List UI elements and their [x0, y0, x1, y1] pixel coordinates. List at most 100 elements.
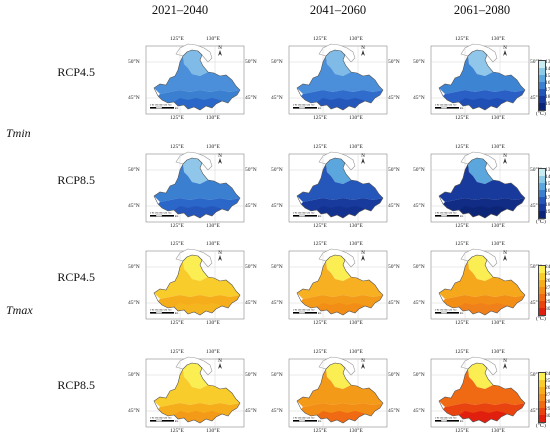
scale-labels: 0 90 180 360 540 720 — [293, 418, 315, 420]
colorbar-label: 15 — [545, 181, 550, 187]
lon-tick-top-125: 125°E — [313, 36, 327, 42]
lat-tick-left-50: 50°N — [271, 167, 283, 173]
scale-bar-segment — [440, 311, 448, 314]
lat-tick-right-50: 50°N — [388, 264, 400, 270]
scale-unit: km — [318, 420, 321, 423]
scale-labels: 0 90 180 360 540 720 — [150, 213, 172, 215]
lat-tick-right-50: 50°N — [245, 372, 257, 378]
value-zone — [326, 158, 351, 184]
lon-tick-bottom-130: 130°E — [206, 428, 220, 434]
value-zone — [154, 56, 240, 94]
colorbar-tmin-row2 — [538, 168, 546, 219]
lon-tick-bottom-125: 125°E — [455, 320, 469, 326]
north-arrow-icon — [361, 363, 365, 369]
scale-unit: km — [318, 107, 321, 110]
value-zone — [183, 255, 208, 281]
colorbar-labels-tmax: 24 25 26 27 28 29 30 — [545, 264, 550, 313]
lat-tick-right-50: 50°N — [388, 59, 400, 65]
colorbar-swatch — [539, 211, 545, 218]
scale-labels: 0 90 180 360 540 720 — [150, 310, 172, 312]
lon-tick-bottom-125: 125°E — [313, 223, 327, 229]
lat-tick-left-50: 50°N — [128, 372, 140, 378]
colorbar-label: 17 — [545, 195, 550, 201]
region-outline — [153, 254, 241, 316]
colorbar-tmax-row3 — [538, 265, 546, 316]
scale-unit: km — [175, 312, 178, 315]
north-arrow-icon — [361, 50, 365, 56]
colorbar-label: 14 — [545, 66, 550, 72]
lat-tick-left-50: 50°N — [413, 372, 425, 378]
colorbar-swatch — [539, 61, 545, 68]
lat-tick-right-45: 45°N — [245, 95, 257, 101]
colorbar-labels-tmin: 13 14 15 16 17 18 19 — [545, 167, 550, 216]
north-label: N — [361, 251, 365, 256]
scale-labels: 0 90 180 360 540 720 — [435, 418, 457, 420]
colorbar-swatch — [539, 301, 545, 308]
colorbar-label: 13 — [545, 167, 550, 173]
variable-label-tmin: Tmin — [6, 126, 31, 140]
scale-unit: km — [175, 420, 178, 423]
value-zone — [154, 164, 240, 202]
lat-tick-right-50: 50°N — [530, 59, 542, 65]
value-zone — [439, 56, 525, 94]
map-panel-r3-c2: N 0 90 180 360 540 720 km 125°E 130°E 125°E 13… — [271, 241, 400, 326]
lon-tick-bottom-130: 130°E — [491, 223, 505, 229]
scale-unit: km — [460, 215, 463, 218]
north-arrow-icon — [503, 363, 507, 369]
north-label: N — [503, 251, 507, 256]
scale-bar-segment — [155, 419, 163, 422]
value-zone — [154, 261, 240, 299]
map-panel-r4-c1: N 0 90 180 360 540 720 km 125°E 130°E 125°E 13… — [128, 349, 257, 434]
lat-tick-right-50: 50°N — [245, 264, 257, 270]
lon-tick-top-130: 130°E — [491, 241, 505, 247]
north-label: N — [361, 154, 365, 159]
north-arrow-icon — [218, 363, 222, 369]
lat-tick-left-45: 45°N — [271, 95, 283, 101]
region-outline — [438, 362, 526, 424]
period-header-2: 2041–2060 — [309, 3, 367, 17]
region-outline — [153, 157, 241, 219]
lon-tick-bottom-125: 125°E — [313, 115, 327, 121]
lon-tick-top-125: 125°E — [455, 36, 469, 42]
lon-tick-bottom-130: 130°E — [349, 320, 363, 326]
colorbar-label: 26 — [545, 278, 550, 284]
scale-labels: 0 90 180 360 540 720 — [435, 310, 457, 312]
north-label: N — [218, 154, 222, 159]
scale-unit: km — [318, 312, 321, 315]
colorbar-label: 24 — [545, 264, 550, 270]
value-zone — [183, 158, 208, 184]
colorbar-swatch — [539, 68, 545, 75]
map-panel-r3-c3: N 0 90 180 360 540 720 km 125°E 130°E 125°E 13… — [413, 241, 542, 326]
region-outline — [153, 362, 241, 424]
lat-tick-left-50: 50°N — [271, 59, 283, 65]
lat-tick-right-45: 45°N — [388, 95, 400, 101]
colorbar-swatch — [539, 294, 545, 301]
scenario-label-tmin-rcp45: RCP4.5 — [57, 65, 95, 79]
value-zone — [183, 50, 208, 76]
lon-tick-bottom-125: 125°E — [313, 320, 327, 326]
lon-tick-bottom-125: 125°E — [455, 223, 469, 229]
map-panel-r2-c1: N 0 90 180 360 540 720 km 125°E 130°E 125°E 13… — [128, 144, 257, 229]
colorbar-label: 17 — [545, 87, 550, 93]
lat-tick-left-50: 50°N — [271, 264, 283, 270]
region-outline — [296, 49, 384, 111]
north-label: N — [218, 46, 222, 51]
colorbar-swatch — [539, 176, 545, 183]
value-zone — [468, 255, 493, 281]
north-arrow-icon — [503, 158, 507, 164]
map-panel-r2-c3: N 0 90 180 360 540 720 km 125°E 130°E 125°E 13… — [413, 144, 542, 229]
scale-bar-segment — [298, 311, 306, 314]
colorbar-swatch — [539, 204, 545, 211]
north-arrow-icon — [218, 50, 222, 56]
lat-tick-left-45: 45°N — [128, 95, 140, 101]
colorbar-tmin-row1 — [538, 60, 546, 111]
north-arrow-icon — [361, 255, 365, 261]
lat-tick-right-50: 50°N — [245, 167, 257, 173]
colorbar-label: 25 — [545, 378, 550, 384]
lon-tick-bottom-130: 130°E — [491, 320, 505, 326]
